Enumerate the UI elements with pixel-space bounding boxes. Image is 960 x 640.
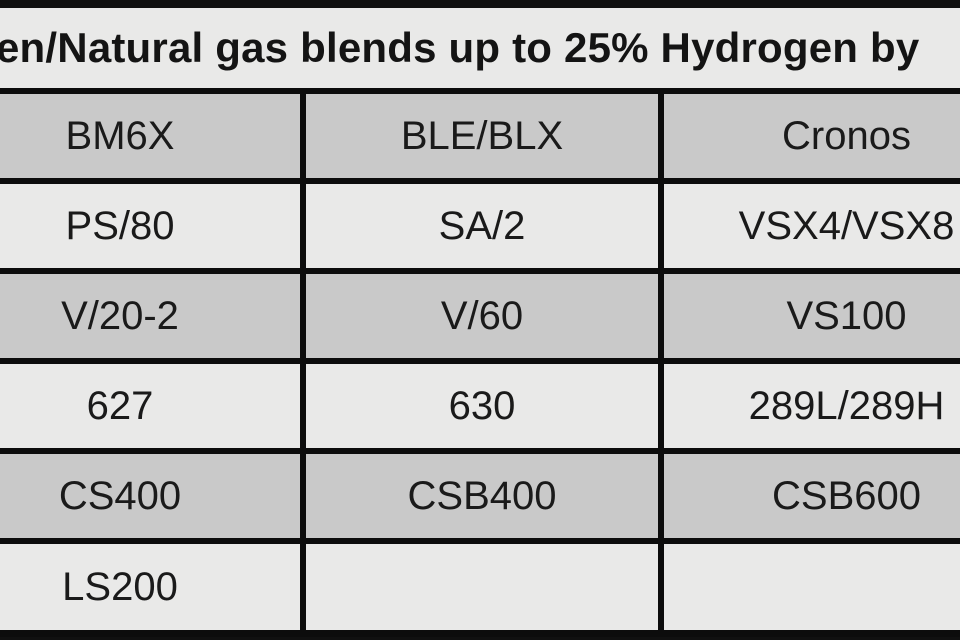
header-cell-cronos: Cronos [664,94,960,178]
table-cell: CSB600 [664,454,960,538]
table-row: CS400 CSB400 CSB600 [0,454,960,538]
table-cell: VS100 [664,274,960,358]
table-title-band: en/Natural gas blends up to 25% Hydrogen… [0,8,960,88]
table-cell: V/20-2 [0,274,300,358]
table-cell: SA/2 [306,184,658,268]
table-row: V/20-2 V/60 VS100 [0,274,960,358]
table-row: PS/80 SA/2 VSX4/VSX8 [0,184,960,268]
table-header-row: BM6X BLE/BLX Cronos [0,94,960,178]
table-cell [306,544,658,630]
table-cell: V/60 [306,274,658,358]
table-cell: CS400 [0,454,300,538]
table-cell: 289L/289H [664,364,960,448]
table-cell: VSX4/VSX8 [664,184,960,268]
table-row: LS200 [0,544,960,630]
header-cell-bm6x: BM6X [0,94,300,178]
table-cell [664,544,960,630]
table-cell: 630 [306,364,658,448]
table-row: 627 630 289L/289H [0,364,960,448]
table-cell: PS/80 [0,184,300,268]
compatibility-table: BM6X BLE/BLX Cronos PS/80 SA/2 VSX4/VSX8… [0,88,960,637]
table-cell: CSB400 [306,454,658,538]
table-cell: LS200 [0,544,300,630]
header-cell-ble-blx: BLE/BLX [306,94,658,178]
table-title: en/Natural gas blends up to 25% Hydrogen… [0,24,920,71]
table-cell: 627 [0,364,300,448]
